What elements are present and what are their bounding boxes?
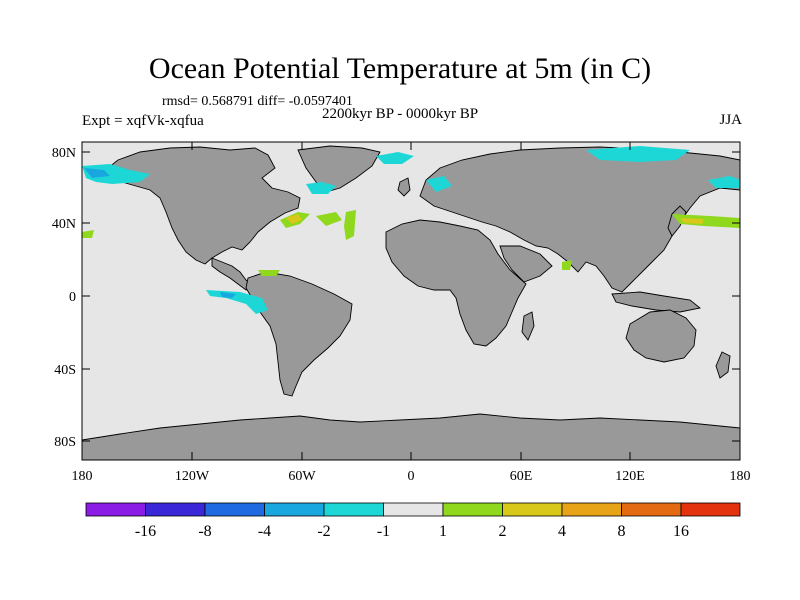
colorbar-box-3: [264, 502, 325, 517]
map-title: Ocean Potential Temperature at 5m (in C): [148, 52, 652, 85]
colorbar-label-6: 2: [499, 523, 507, 540]
anomaly-hot-gulf-stream: [286, 214, 302, 224]
colorbar: [85, 502, 741, 517]
anomaly-cool-labrador: [306, 182, 336, 194]
anomaly-cool-arctic-west-2: [84, 168, 110, 178]
lat-label-80s: 80S: [54, 435, 76, 450]
anomaly-warm-arabian-sea: [562, 260, 572, 270]
landmass-eurasia: [419, 146, 740, 293]
lon-label-180e: 180: [730, 469, 751, 484]
experiment-text: Expt = xqfVk-xqfua: [82, 113, 204, 129]
anomaly-patches: [82, 146, 740, 314]
season-text: JJA: [719, 112, 742, 128]
anomaly-warm-west-atlantic: [82, 230, 94, 238]
lat-label-0: 0: [69, 290, 76, 305]
lon-label-60w: 60W: [288, 469, 316, 484]
colorbar-box-9: [621, 502, 682, 517]
anomaly-cool-siberian: [586, 146, 690, 162]
period-text: 2200kyr BP - 0000kyr BP: [321, 106, 479, 122]
anomaly-hot-kuroshio: [680, 218, 704, 224]
landmass-japan: [667, 205, 687, 237]
anomaly-warm-mid-atlantic-2: [344, 210, 356, 240]
stats-text: rmsd= 0.568791 diff= -0.0597401: [162, 94, 353, 109]
colorbar-label-3: -2: [317, 523, 330, 540]
anomaly-warm-mid-atlantic-1: [316, 212, 342, 226]
anomaly-cool-east-pacific-2: [220, 292, 236, 298]
landmass-south-america: [245, 271, 353, 397]
lon-label-60e: 60E: [510, 469, 533, 484]
colorbar-label-4: -1: [377, 523, 390, 540]
landmass-antarctica: [82, 413, 740, 460]
anomaly-cool-bering: [708, 176, 740, 188]
landmass-britain: [397, 177, 411, 197]
anomaly-cool-north-atlantic: [376, 152, 414, 164]
landmass-indonesia: [611, 291, 702, 313]
colorbar-box-1: [145, 502, 206, 517]
landmass-new-zealand: [715, 351, 731, 379]
lat-label-40n: 40N: [52, 217, 76, 232]
anomaly-cool-arctic-west: [82, 164, 150, 184]
colorbar-label-8: 8: [618, 523, 626, 540]
colorbar-labels: -16 -8 -4 -2 -1 1 2 4 8 16: [135, 523, 689, 540]
colorbar-label-0: -16: [135, 523, 156, 540]
colorbar-label-5: 1: [439, 523, 447, 540]
lat-label-40s: 40S: [54, 363, 76, 378]
colorbar-box-10: [680, 502, 741, 517]
anomaly-cool-barents: [426, 176, 452, 192]
landmass-north-america: [107, 146, 301, 265]
colorbar-box-4: [323, 502, 384, 517]
colorbar-box-7: [502, 502, 563, 517]
landmass-africa: [385, 219, 527, 347]
lon-label-180w: 180: [72, 469, 93, 484]
colorbar-box-5: [383, 502, 444, 517]
colorbar-box-6: [442, 502, 503, 517]
lon-label-0: 0: [408, 469, 415, 484]
axis-ticks: [81, 142, 741, 460]
anomaly-cool-east-pacific: [206, 290, 268, 314]
colorbar-label-9: 16: [673, 523, 689, 540]
colorbar-label-2: -4: [258, 523, 271, 540]
landmass-arabia: [499, 245, 553, 283]
colorbar-label-1: -8: [198, 523, 211, 540]
anomaly-warm-kuroshio: [672, 214, 740, 228]
landmass-australia: [625, 309, 697, 363]
colorbar-label-7: 4: [558, 523, 566, 540]
lon-label-120w: 120W: [175, 469, 210, 484]
colorbar-box-8: [561, 502, 622, 517]
lon-label-120e: 120E: [615, 469, 645, 484]
lat-label-80n: 80N: [52, 146, 76, 161]
landmass-greenland: [297, 145, 381, 193]
land-layer: [82, 145, 740, 460]
landmass-madagascar: [521, 311, 535, 341]
anomaly-warm-caribbean: [258, 270, 280, 276]
colorbar-box-0: [85, 502, 146, 517]
colorbar-box-2: [204, 502, 265, 517]
